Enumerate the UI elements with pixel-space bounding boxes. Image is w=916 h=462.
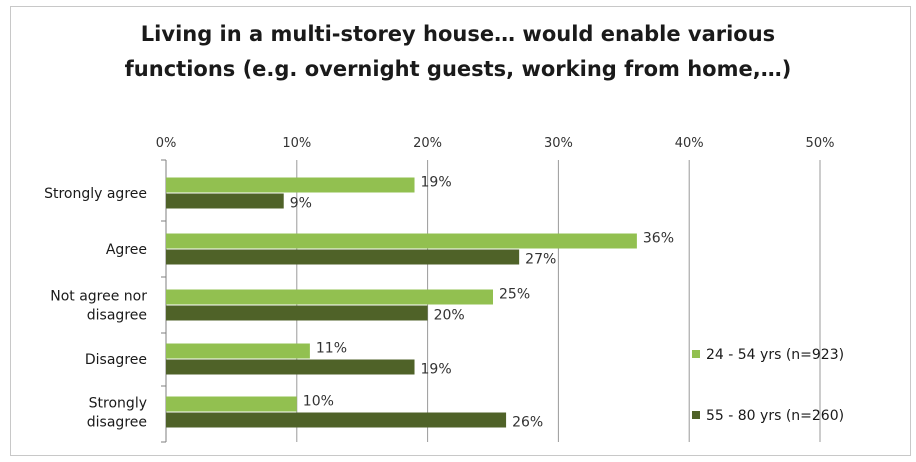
category-label: Strongly agree xyxy=(44,186,147,202)
bar xyxy=(166,289,493,305)
bar xyxy=(166,412,507,428)
category-label: disagree xyxy=(87,415,147,431)
category-label: disagree xyxy=(87,308,147,324)
data-label: 27% xyxy=(525,252,556,268)
category-label: Disagree xyxy=(85,352,147,368)
data-label: 10% xyxy=(303,394,334,410)
data-label: 19% xyxy=(421,175,452,191)
legend-label: 55 - 80 yrs (n=260) xyxy=(706,408,844,424)
data-label: 11% xyxy=(316,341,347,357)
legend-label: 24 - 54 yrs (n=923) xyxy=(706,347,844,363)
bar xyxy=(166,359,415,375)
x-tick-label: 10% xyxy=(282,136,311,151)
chart-title-line-1: Living in a multi-storey house… would en… xyxy=(140,22,776,46)
x-tick-label: 30% xyxy=(544,136,573,151)
bar xyxy=(166,193,284,209)
x-tick-label: 40% xyxy=(675,136,704,151)
data-label: 25% xyxy=(499,287,530,303)
data-label: 36% xyxy=(643,231,674,247)
x-tick-label: 50% xyxy=(806,136,835,151)
x-tick-label: 20% xyxy=(413,136,442,151)
bar xyxy=(166,343,310,359)
data-label: 9% xyxy=(290,196,312,212)
category-label: Not agree nor xyxy=(50,289,147,305)
chart-title-line-2: functions (e.g. overnight guests, workin… xyxy=(124,57,792,81)
bar xyxy=(166,249,520,265)
bar xyxy=(166,396,297,412)
data-label: 26% xyxy=(512,415,543,431)
bar xyxy=(166,233,637,249)
legend-swatch xyxy=(692,411,700,419)
category-label: Strongly xyxy=(89,396,147,412)
category-label: Agree xyxy=(106,242,147,258)
chart-frame xyxy=(10,6,911,456)
legend-swatch xyxy=(692,350,700,358)
data-label: 19% xyxy=(421,362,452,378)
bar xyxy=(166,305,428,321)
x-tick-label: 0% xyxy=(156,136,177,151)
data-label: 20% xyxy=(434,308,465,324)
bar xyxy=(166,177,415,193)
